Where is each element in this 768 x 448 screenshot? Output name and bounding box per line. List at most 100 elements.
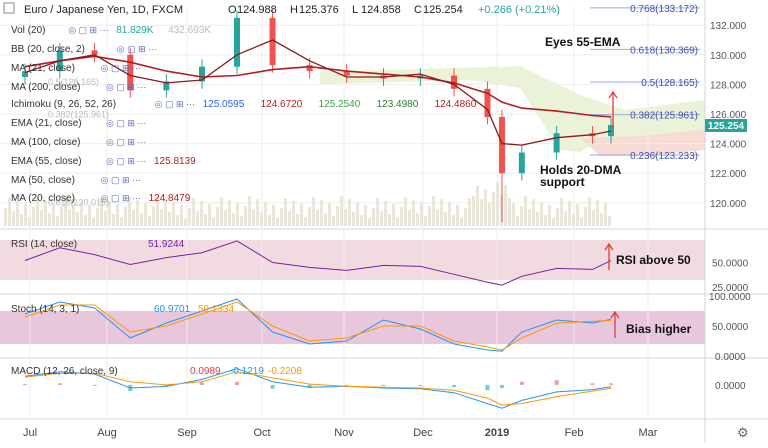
volume-bar (108, 201, 111, 226)
candle-body (22, 71, 29, 78)
volume-bar (124, 207, 127, 226)
indicator-controls-icon: ◎ ▢ ⊞ ⋯ (117, 44, 157, 54)
volume-bar (332, 216, 335, 226)
collapse-icon[interactable] (3, 2, 15, 14)
price-axis: 132.000 130.000 128.000 126.000 124.000 122.0… (709, 21, 751, 392)
volume-bar (452, 215, 455, 226)
volume-bar (376, 198, 379, 226)
indicator-label: MA (200, close) (11, 82, 80, 93)
volume-bar (36, 197, 39, 226)
volume-bar (520, 206, 523, 226)
time-axis-label: 2019 (485, 427, 509, 439)
volume-bar (460, 218, 463, 226)
volume-bar (256, 199, 259, 226)
volume-bar (424, 216, 427, 226)
volume-bar (248, 196, 251, 226)
volume-bar (600, 213, 603, 226)
volume-bar (568, 201, 571, 226)
volume-bar (472, 196, 475, 226)
volume-bar (496, 182, 499, 226)
volume-bar (28, 217, 31, 226)
indicator-value: 124.6720 (261, 99, 303, 110)
volume-bar (480, 199, 483, 226)
stoch-k-line (24, 298, 612, 352)
volume-bar (440, 199, 443, 226)
macd-histogram-bar (307, 384, 312, 388)
volume-bar (236, 203, 239, 226)
macd-hist-value: 0.0989 (190, 366, 221, 377)
volume-bar (112, 214, 115, 226)
volume-bar (104, 211, 107, 226)
volume-bar (404, 197, 407, 226)
volume-bar (284, 198, 287, 226)
volume-bar (552, 218, 555, 226)
volume-bar (76, 212, 79, 226)
volume-bar (348, 199, 351, 226)
stoch-legend: Stoch (14, 3, 1) 60.9701 59.1334 (11, 304, 235, 315)
volume-bar (352, 212, 355, 226)
volume-bar (272, 205, 275, 226)
volume-bar (120, 217, 123, 226)
volume-bar (64, 196, 67, 226)
arrow-rsi-head (604, 242, 614, 251)
volume-bar (288, 211, 291, 226)
volume-bar (44, 200, 47, 226)
volume-bar (360, 215, 363, 226)
volume-bar (584, 207, 587, 226)
indicator-label: MA (100, close) (11, 137, 80, 148)
candle-body (498, 116, 505, 174)
volume-bar (528, 209, 531, 226)
volume-bar (92, 218, 95, 226)
indicator-controls-icon: ◎ ▢ ⊞ ⋯ (155, 99, 195, 109)
ichimoku-cloud-bear (580, 130, 705, 156)
indicator-value: 125.0595 (203, 99, 245, 110)
rsi-line (24, 240, 612, 286)
volume-bar (16, 201, 19, 226)
volume-bar (408, 210, 411, 226)
macd-histogram-bar (344, 384, 349, 386)
candle-body (234, 17, 240, 67)
fib-label: 0.768(133.172) (630, 4, 698, 15)
volume-bar (388, 214, 391, 226)
settings-gear-icon[interactable]: ⚙ (737, 425, 749, 440)
fib-label: 0.236(123.233) (630, 151, 698, 162)
macd-histogram-bar (235, 381, 239, 385)
stoch-band (0, 311, 705, 344)
time-axis-label: Mar (639, 427, 658, 439)
rsi-value: 51.9244 (148, 239, 185, 250)
chart-header: Euro / Japanese Yen, 1D, FXCM O 124.988 H 12… (3, 2, 560, 16)
macd-histogram-bar (381, 384, 386, 386)
macd-histogram-bar (519, 381, 524, 385)
indicator-value: 124.8479 (149, 193, 191, 204)
rsi-label: RSI (14, close) (11, 239, 77, 250)
time-axis-label: Dec (413, 427, 433, 439)
volume-bar (556, 208, 559, 226)
volume-bar (536, 212, 539, 226)
time-axis-label: Oct (253, 427, 270, 439)
ohlc-value: 125.376 (299, 4, 339, 16)
arrow-stoch-head (610, 310, 620, 319)
indicator-label: BB (20, close, 2) (11, 44, 85, 55)
fib-levels: 0.768(133.172) 0.618(130.369) 0.5(128.165)… (48, 4, 700, 208)
time-axis-label: Aug (97, 427, 117, 439)
volume-bar (340, 196, 343, 226)
volume-bar (296, 214, 299, 226)
volume-bar (444, 212, 447, 226)
volume-bar (20, 214, 23, 226)
macd-histogram-bar (418, 384, 423, 386)
volume-bar (80, 202, 83, 226)
volume-bar (392, 204, 395, 226)
macd-value: -0.1219 (230, 366, 264, 377)
volume-bar (564, 211, 567, 226)
annotation-support: support (540, 175, 585, 189)
volume-bar (532, 199, 535, 226)
stoch-tick-label: 0.0000 (715, 352, 746, 363)
volume-bar (8, 198, 11, 226)
macd-signal-line (24, 371, 612, 406)
ohlc-key: C (414, 4, 422, 16)
volume-bar (224, 210, 227, 226)
volume-bar (504, 185, 507, 226)
volume-bar (200, 201, 203, 226)
time-axis-label: Feb (565, 427, 584, 439)
